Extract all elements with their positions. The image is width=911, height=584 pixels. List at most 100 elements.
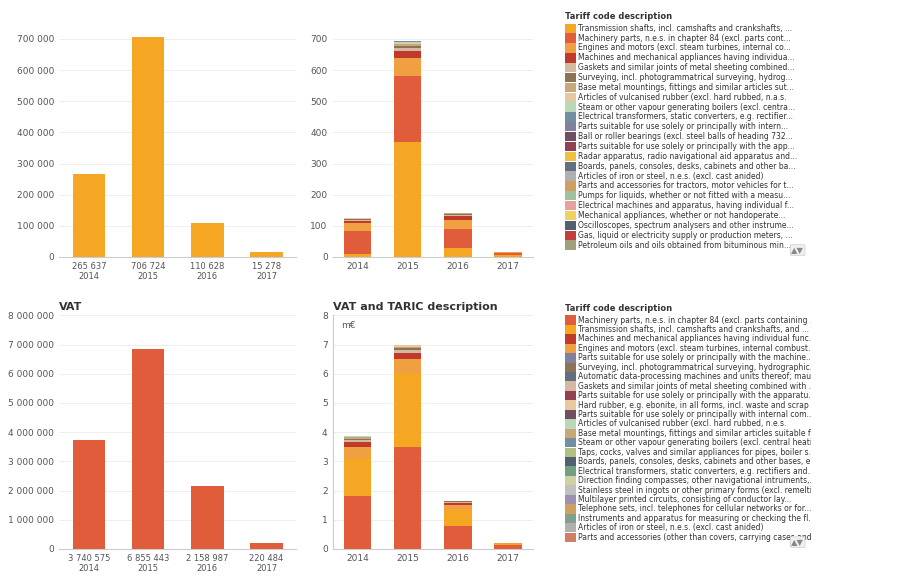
Text: Machinery parts, n.e.s. in chapter 84 (excl. parts cont...: Machinery parts, n.e.s. in chapter 84 (e… xyxy=(578,34,791,43)
Text: Stainless steel in ingots or other primary forms (excl. remelti...: Stainless steel in ingots or other prima… xyxy=(578,485,820,495)
Bar xyxy=(565,53,576,62)
Text: Tariff code description: Tariff code description xyxy=(565,304,672,313)
Bar xyxy=(494,253,522,255)
Bar xyxy=(394,51,422,58)
Text: Engines and motors (excl. steam turbines, internal co...: Engines and motors (excl. steam turbines… xyxy=(578,43,791,53)
Bar xyxy=(343,231,372,255)
Text: Gaskets and similar joints of metal sheeting combined with ...: Gaskets and similar joints of metal shee… xyxy=(578,382,816,391)
Bar xyxy=(565,132,576,141)
Bar xyxy=(132,349,164,549)
Text: Transmission shafts, incl. camshafts and crankshafts, and ...: Transmission shafts, incl. camshafts and… xyxy=(578,325,809,334)
Text: Machines and mechanical appliances having individual func...: Machines and mechanical appliances havin… xyxy=(578,335,816,343)
Text: Electrical machines and apparatus, having individual f...: Electrical machines and apparatus, havin… xyxy=(578,201,794,210)
Bar xyxy=(494,544,522,545)
Text: Engines and motors (excl. steam turbines, internal combust...: Engines and motors (excl. steam turbines… xyxy=(578,344,815,353)
Text: Oscilloscopes, spectrum analysers and other instrume...: Oscilloscopes, spectrum analysers and ot… xyxy=(578,221,794,230)
Bar xyxy=(565,447,576,457)
Text: Parts and accessories (other than covers, carrying cases and...: Parts and accessories (other than covers… xyxy=(578,533,819,542)
Bar xyxy=(444,248,472,257)
Text: Boards, panels, consoles, desks, cabinets and other bases, e...: Boards, panels, consoles, desks, cabinet… xyxy=(578,457,818,466)
Bar xyxy=(444,217,472,220)
Bar xyxy=(394,447,422,549)
Text: Machines and mechanical appliances having individua...: Machines and mechanical appliances havin… xyxy=(578,53,795,62)
Bar xyxy=(444,503,472,505)
Bar xyxy=(565,73,576,82)
Text: Transmission shafts, incl. camshafts and crankshafts, ...: Transmission shafts, incl. camshafts and… xyxy=(578,24,793,33)
Bar xyxy=(444,502,472,503)
Bar xyxy=(565,171,576,180)
Text: Ball or roller bearings (excl. steel balls of heading 732...: Ball or roller bearings (excl. steel bal… xyxy=(578,132,793,141)
Text: Instruments and apparatus for measuring or checking the fl...: Instruments and apparatus for measuring … xyxy=(578,514,816,523)
Text: Machinery parts, n.e.s. in chapter 84 (excl. parts containing ...: Machinery parts, n.e.s. in chapter 84 (e… xyxy=(578,315,817,325)
Bar xyxy=(565,391,576,400)
Bar xyxy=(565,23,576,33)
Text: Pumps for liquids, whether or not fitted with a measu...: Pumps for liquids, whether or not fitted… xyxy=(578,192,791,200)
Bar xyxy=(565,429,576,438)
Bar xyxy=(343,443,372,447)
Text: Automatic data-processing machines and units thereof; mau...: Automatic data-processing machines and u… xyxy=(578,372,819,381)
Bar xyxy=(394,42,422,43)
Bar xyxy=(394,347,422,348)
Bar xyxy=(394,41,422,42)
Bar xyxy=(394,142,422,257)
Bar xyxy=(251,543,282,549)
Bar xyxy=(565,353,576,363)
Text: Parts suitable for use solely or principally with internal com...: Parts suitable for use solely or princip… xyxy=(578,410,814,419)
Bar xyxy=(565,122,576,131)
Bar xyxy=(343,496,372,549)
Text: Articles of vulcanised rubber (excl. hard rubbed, n.a.s.: Articles of vulcanised rubber (excl. har… xyxy=(578,93,787,102)
Bar xyxy=(394,346,422,347)
Bar xyxy=(251,252,282,257)
Bar xyxy=(565,142,576,151)
Text: Articles of iron or steel, n.e.s. (excl. cast anided): Articles of iron or steel, n.e.s. (excl.… xyxy=(578,172,763,180)
Bar xyxy=(565,419,576,429)
Bar xyxy=(444,526,472,549)
Text: Parts suitable for use solely or principally with the machine...: Parts suitable for use solely or princip… xyxy=(578,353,814,362)
Text: Petroleum oils and oils obtained from bituminous min...: Petroleum oils and oils obtained from bi… xyxy=(578,241,792,249)
Bar xyxy=(565,325,576,334)
Bar xyxy=(565,315,576,325)
Bar xyxy=(444,229,472,248)
Bar xyxy=(565,457,576,467)
Text: VAT: VAT xyxy=(59,303,83,312)
Bar xyxy=(394,43,422,44)
Bar xyxy=(565,63,576,72)
Bar xyxy=(444,505,472,509)
Bar xyxy=(191,486,223,549)
Bar xyxy=(565,533,576,542)
Bar xyxy=(394,353,422,359)
Bar xyxy=(343,218,372,219)
Bar xyxy=(191,223,223,257)
Text: Steam or other vapour generating boilers (excl. centra...: Steam or other vapour generating boilers… xyxy=(578,103,795,112)
Text: Articles of iron or steel, n.e.s. (excl. cast anided): Articles of iron or steel, n.e.s. (excl.… xyxy=(578,523,763,532)
Bar xyxy=(444,501,472,502)
Bar xyxy=(494,543,522,544)
Text: Telephone sets, incl. telephones for cellular networks or for...: Telephone sets, incl. telephones for cel… xyxy=(578,505,812,513)
Bar xyxy=(394,58,422,77)
Bar xyxy=(565,231,576,240)
Bar xyxy=(565,363,576,372)
Text: Base metal mountings, fittings and similar articles sut...: Base metal mountings, fittings and simil… xyxy=(578,83,794,92)
Bar xyxy=(444,215,472,217)
Text: Gas, liquid or electricity supply or production meters, ...: Gas, liquid or electricity supply or pro… xyxy=(578,231,793,239)
Bar xyxy=(565,191,576,200)
Bar xyxy=(565,181,576,190)
Bar xyxy=(343,220,372,221)
Bar xyxy=(565,410,576,419)
Text: Surveying, incl. photogrammatrical surveying, hydrog...: Surveying, incl. photogrammatrical surve… xyxy=(578,73,793,82)
Bar xyxy=(565,33,576,43)
Text: Mechanical appliances, whether or not handoperate...: Mechanical appliances, whether or not ha… xyxy=(578,211,785,220)
Bar xyxy=(565,467,576,476)
Bar xyxy=(565,162,576,171)
Bar xyxy=(343,447,372,458)
Bar xyxy=(394,348,422,350)
Bar xyxy=(343,436,372,437)
Bar xyxy=(444,213,472,214)
Bar xyxy=(132,37,164,257)
Bar xyxy=(494,545,522,549)
Bar xyxy=(394,46,422,48)
Bar xyxy=(565,211,576,220)
Bar xyxy=(73,440,105,549)
Bar xyxy=(73,174,105,257)
Bar xyxy=(343,223,372,231)
